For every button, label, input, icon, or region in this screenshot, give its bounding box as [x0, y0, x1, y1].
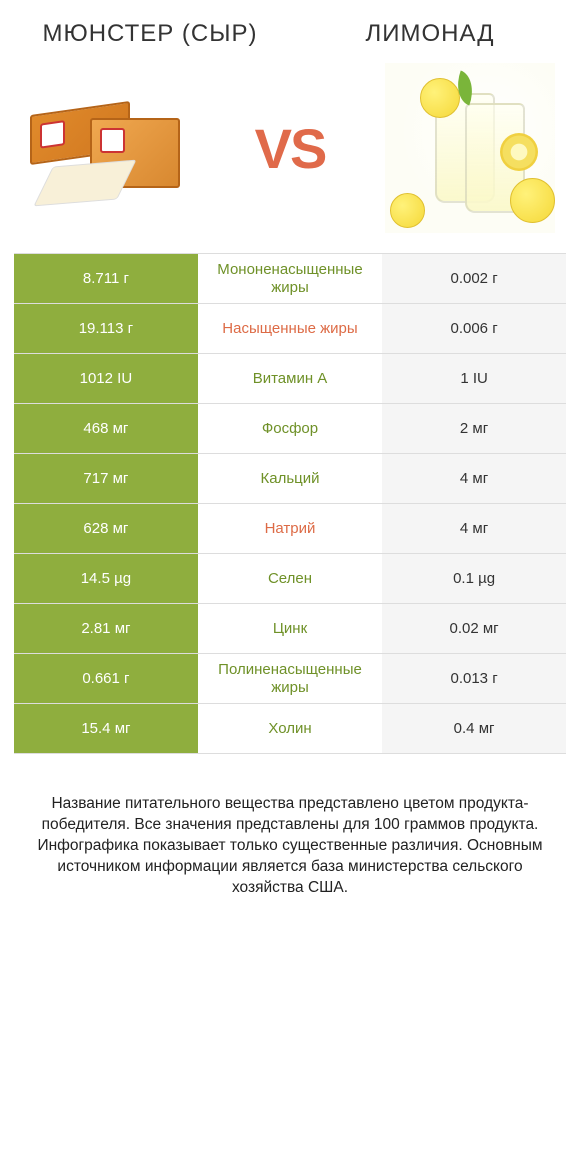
right-value: 0.006 г	[382, 304, 566, 353]
right-value: 0.002 г	[382, 254, 566, 303]
left-value: 468 мг	[14, 404, 198, 453]
nutrient-label: Полиненасыщенные жиры	[198, 654, 382, 703]
right-value: 4 мг	[382, 454, 566, 503]
left-value: 14.5 µg	[14, 554, 198, 603]
right-value: 0.013 г	[382, 654, 566, 703]
table-row: 19.113 гНасыщенные жиры0.006 г	[14, 304, 566, 354]
nutrient-label: Селен	[198, 554, 382, 603]
images-row: VS	[0, 53, 580, 253]
nutrient-label: Холин	[198, 704, 382, 753]
right-value: 2 мг	[382, 404, 566, 453]
table-row: 14.5 µgСелен0.1 µg	[14, 554, 566, 604]
table-row: 628 мгНатрий4 мг	[14, 504, 566, 554]
table-row: 717 мгКальций4 мг	[14, 454, 566, 504]
right-value: 0.02 мг	[382, 604, 566, 653]
cheese-icon	[30, 88, 190, 208]
footnote-text: Название питательного вещества представл…	[37, 795, 542, 896]
footnote: Название питательного вещества представл…	[0, 754, 580, 899]
nutrient-label: Натрий	[198, 504, 382, 553]
right-value: 0.4 мг	[382, 704, 566, 753]
nutrient-label: Цинк	[198, 604, 382, 653]
left-value: 15.4 мг	[14, 704, 198, 753]
table-row: 2.81 мгЦинк0.02 мг	[14, 604, 566, 654]
left-value: 0.661 г	[14, 654, 198, 703]
left-value: 628 мг	[14, 504, 198, 553]
lemonade-icon	[385, 63, 555, 233]
comparison-table: 8.711 гМононенасыщенные жиры0.002 г19.11…	[14, 253, 566, 754]
header: МЮНСТЕР (СЫР) ЛИМОНАД	[0, 0, 580, 53]
right-product-title: ЛИМОНАД	[304, 20, 556, 48]
nutrient-label: Витамин A	[198, 354, 382, 403]
table-row: 468 мгФосфор2 мг	[14, 404, 566, 454]
right-value: 1 IU	[382, 354, 566, 403]
vs-label: VS	[255, 116, 326, 181]
left-product-title: МЮНСТЕР (СЫР)	[24, 20, 276, 48]
nutrient-label: Насыщенные жиры	[198, 304, 382, 353]
right-value: 4 мг	[382, 504, 566, 553]
table-row: 1012 IUВитамин A1 IU	[14, 354, 566, 404]
nutrient-label: Мононенасыщенные жиры	[198, 254, 382, 303]
table-row: 0.661 гПолиненасыщенные жиры0.013 г	[14, 654, 566, 704]
left-value: 8.711 г	[14, 254, 198, 303]
left-value: 19.113 г	[14, 304, 198, 353]
table-row: 15.4 мгХолин0.4 мг	[14, 704, 566, 754]
left-value: 1012 IU	[14, 354, 198, 403]
table-row: 8.711 гМононенасыщенные жиры0.002 г	[14, 254, 566, 304]
right-value: 0.1 µg	[382, 554, 566, 603]
left-product-image	[20, 63, 200, 233]
left-value: 717 мг	[14, 454, 198, 503]
right-product-image	[380, 63, 560, 233]
nutrient-label: Кальций	[198, 454, 382, 503]
nutrient-label: Фосфор	[198, 404, 382, 453]
left-value: 2.81 мг	[14, 604, 198, 653]
